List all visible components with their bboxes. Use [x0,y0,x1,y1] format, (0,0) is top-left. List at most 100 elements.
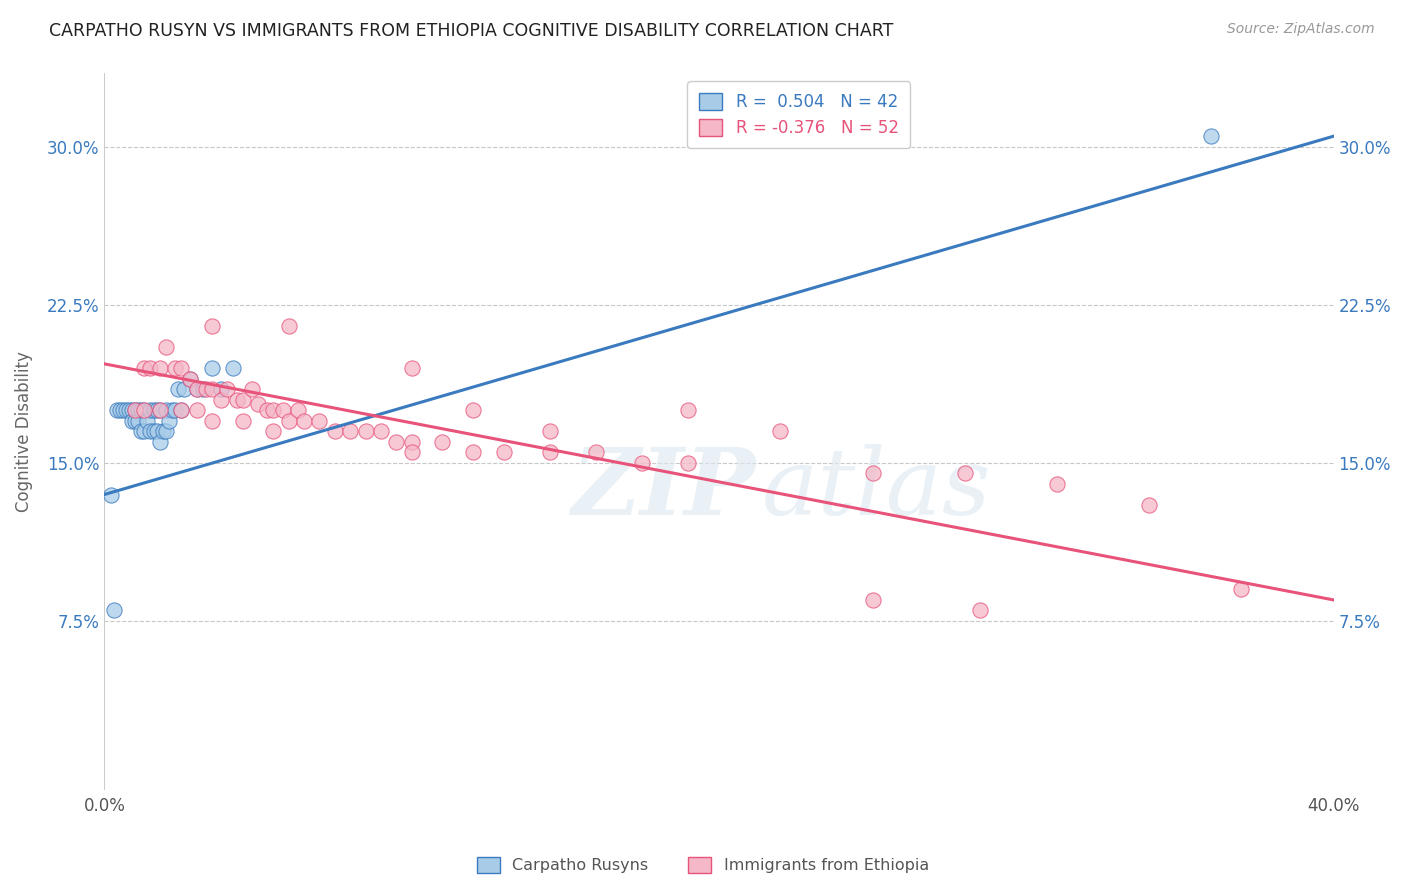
Point [186,382,208,396]
Text: ZIP: ZIP [572,443,756,533]
Point [134,403,156,417]
Point [145,425,167,439]
Point [152,425,174,439]
Point [186,403,208,417]
Point [585,445,607,459]
Point [953,467,976,481]
Point [186,382,208,396]
Point [277,318,299,333]
Text: atlas: atlas [762,443,991,533]
Point [538,425,561,439]
Point [149,434,172,449]
Point [277,414,299,428]
Point [201,414,224,428]
Point [217,382,239,396]
Point [262,425,284,439]
Point [232,414,254,428]
Point [127,403,149,417]
Point [222,361,245,376]
Point [461,445,484,459]
Point [676,456,699,470]
Point [247,397,270,411]
Point [124,414,146,428]
Point [170,403,193,417]
Point [121,403,143,417]
Point [292,414,315,428]
Point [149,403,172,417]
Point [173,382,195,396]
Legend: Carpatho Rusyns, Immigrants from Ethiopia: Carpatho Rusyns, Immigrants from Ethiopi… [471,850,935,880]
Point [111,403,134,417]
Point [287,403,309,417]
Point [155,425,177,439]
Point [118,403,141,417]
Point [769,425,792,439]
Point [145,403,167,417]
Point [134,403,156,417]
Point [124,403,146,417]
Point [1137,498,1160,512]
Point [115,403,138,417]
Point [191,382,214,396]
Point [1230,582,1253,597]
Point [157,414,180,428]
Point [139,361,162,376]
Point [339,425,361,439]
Point [401,434,423,449]
Point [124,403,146,417]
Point [862,467,884,481]
Point [170,403,193,417]
Point [121,414,143,428]
Point [134,361,156,376]
Point [232,392,254,407]
Point [127,414,149,428]
Point [209,382,232,396]
Legend: R =  0.504   N = 42, R = -0.376   N = 52: R = 0.504 N = 42, R = -0.376 N = 52 [688,81,910,148]
Point [201,361,224,376]
Point [108,403,131,417]
Point [142,425,165,439]
Point [401,445,423,459]
Point [538,445,561,459]
Point [100,487,122,501]
Point [256,403,278,417]
Point [1046,477,1069,491]
Point [179,371,201,385]
Point [179,371,201,385]
Point [370,425,392,439]
Point [103,603,125,617]
Text: CARPATHO RUSYN VS IMMIGRANTS FROM ETHIOPIA COGNITIVE DISABILITY CORRELATION CHAR: CARPATHO RUSYN VS IMMIGRANTS FROM ETHIOP… [49,22,894,40]
Text: Source: ZipAtlas.com: Source: ZipAtlas.com [1227,22,1375,37]
Point [401,361,423,376]
Point [385,434,408,449]
Y-axis label: Cognitive Disability: Cognitive Disability [15,351,32,512]
Point [194,382,217,396]
Point [165,403,187,417]
Point [631,456,654,470]
Point [1199,129,1222,144]
Point [225,392,247,407]
Point [139,403,162,417]
Point [492,445,515,459]
Point [142,403,165,417]
Point [165,361,187,376]
Point [170,361,193,376]
Point [676,403,699,417]
Point [354,425,377,439]
Point [149,361,172,376]
Point [105,403,128,417]
Point [129,425,152,439]
Point [155,340,177,354]
Point [134,425,156,439]
Point [209,392,232,407]
Point [262,403,284,417]
Point [432,434,454,449]
Point [969,603,991,617]
Point [201,318,224,333]
Point [139,425,162,439]
Point [136,414,159,428]
Point [201,382,224,396]
Point [240,382,263,396]
Point [461,403,484,417]
Point [167,382,190,396]
